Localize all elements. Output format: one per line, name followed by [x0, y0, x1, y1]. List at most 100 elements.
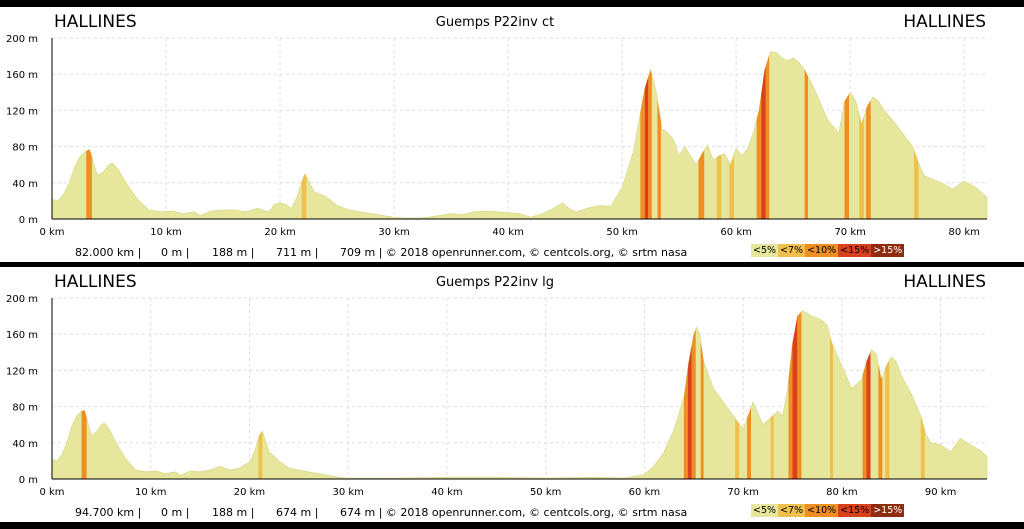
gradient-segment-lt10 — [765, 55, 770, 220]
x-tick-label: 10 km — [135, 487, 166, 498]
gradient-segment-lt10 — [81, 410, 87, 479]
gradient-segment-lt10 — [683, 368, 688, 479]
gradient-segment-lt10 — [756, 94, 762, 219]
x-tick-label: 80 km — [826, 487, 857, 498]
x-tick-label: 50 km — [606, 227, 637, 238]
elevation-panel-ct: HALLINES Guemps P22inv ct HALLINES 0 m 40… — [0, 7, 1024, 262]
gradient-segment-lt15 — [687, 345, 692, 479]
gradient-segment-lt7 — [920, 415, 925, 479]
end-location-label: HALLINES — [903, 272, 986, 292]
gradient-segment-lt10 — [700, 341, 704, 479]
legend-lt15: <15% — [838, 504, 872, 517]
gradient-segment-lt10 — [878, 364, 883, 479]
start-location-label: HALLINES — [54, 12, 137, 32]
gradient-segment-lt10 — [788, 343, 793, 479]
gradient-segment-lt10 — [648, 69, 652, 219]
x-tick-label: 40 km — [431, 487, 462, 498]
x-tick-label: 70 km — [727, 487, 758, 498]
gradient-segment-lt10 — [866, 100, 871, 219]
legend-gt15: >15% — [871, 504, 905, 517]
stat-max-altitude: 188 m | — [212, 246, 255, 259]
y-tick-label: 80 m — [12, 143, 38, 154]
gradient-legend: <5% <7% <10% <15% >15% — [751, 244, 905, 257]
start-location-label: HALLINES — [54, 272, 137, 292]
gradient-segment-lt7 — [716, 154, 722, 219]
y-tick-label: 40 m — [12, 179, 38, 190]
stat-min-altitude: 0 m | — [161, 246, 190, 259]
elevation-area — [51, 51, 988, 220]
legend-lt5: <5% — [751, 504, 779, 517]
stat-min-altitude: 0 m | — [161, 506, 190, 519]
legend-lt7: <7% — [778, 504, 806, 517]
stat-max-altitude: 188 m | — [212, 506, 255, 519]
gradient-segment-lt10 — [640, 87, 645, 219]
y-tick-label: 160 m — [6, 330, 38, 341]
legend-gt15: >15% — [871, 244, 905, 257]
chart-title: Guemps P22inv ct — [435, 15, 555, 30]
elevation-plot: 0 m 40 m 80 m 120 m 160 m 200 m 0 km 10 km 20 km… — [6, 294, 988, 498]
gradient-segment-lt7 — [729, 154, 734, 219]
gradient-segment-lt10 — [844, 94, 849, 219]
stat-elevation-gain: 674 m | — [276, 506, 319, 519]
x-tick-label: 90 km — [925, 487, 956, 498]
y-tick-label: 0 m — [19, 215, 38, 226]
stat-distance: 94.700 km | — [75, 506, 142, 519]
gradient-segment-lt7 — [735, 418, 740, 479]
x-tick-label: 80 km — [948, 227, 979, 238]
gradient-segment-lt7 — [885, 360, 890, 479]
gradient-segment-lt10 — [797, 311, 802, 479]
x-tick-label: 50 km — [530, 487, 561, 498]
chart-title: Guemps P22inv lg — [435, 275, 555, 290]
x-tick-label: 20 km — [264, 227, 295, 238]
gradient-segment-lt15 — [644, 76, 649, 220]
x-tick-label: 30 km — [378, 227, 409, 238]
x-tick-label: 0 km — [39, 487, 64, 498]
gradient-segment-lt15 — [761, 66, 766, 219]
gradient-segment-lt10 — [657, 99, 661, 219]
gradient-segment-lt7 — [914, 149, 919, 219]
legend-lt5: <5% — [751, 244, 779, 257]
x-tick-label: 20 km — [234, 487, 265, 498]
gradient-segment-lt15 — [866, 351, 871, 479]
y-tick-label: 160 m — [6, 70, 38, 81]
legend-lt7: <7% — [778, 244, 806, 257]
y-tick-label: 120 m — [6, 106, 38, 117]
gradient-segment-lt10 — [691, 329, 696, 479]
gradient-segment-lt7 — [258, 431, 263, 479]
gradient-segment-lt10 — [747, 407, 751, 479]
y-tick-label: 120 m — [6, 366, 38, 377]
stat-distance: 82.000 km | — [75, 246, 142, 259]
gradient-segment-lt10 — [862, 361, 867, 479]
end-location-label: HALLINES — [903, 12, 986, 32]
y-tick-label: 200 m — [6, 34, 38, 45]
elevation-area — [51, 310, 988, 480]
stat-elevation-loss-credits: 709 m | © 2018 openrunner.com, © centcol… — [340, 246, 688, 259]
legend-lt15: <15% — [838, 244, 872, 257]
x-tick-label: 60 km — [629, 487, 660, 498]
x-tick-label: 40 km — [492, 227, 523, 238]
gradient-segment-lt7 — [770, 414, 774, 479]
legend-lt10: <10% — [805, 244, 839, 257]
x-tick-label: 70 km — [834, 227, 865, 238]
gradient-segment-lt10 — [698, 150, 705, 219]
stat-elevation-gain: 711 m | — [276, 246, 319, 259]
gradient-legend: <5% <7% <10% <15% >15% — [751, 504, 905, 517]
gradient-segment-lt7 — [859, 114, 864, 219]
y-tick-label: 200 m — [6, 294, 38, 305]
x-tick-label: 0 km — [39, 227, 64, 238]
gradient-segment-lt10 — [804, 69, 808, 219]
gradient-segment-lt7 — [830, 336, 833, 479]
gradient-segment-lt15 — [792, 316, 798, 479]
x-tick-label: 10 km — [150, 227, 181, 238]
y-tick-label: 80 m — [12, 403, 38, 414]
gradient-segment-lt7 — [301, 174, 307, 219]
gradient-segment-lt10 — [86, 149, 92, 219]
x-tick-label: 60 km — [720, 227, 751, 238]
elevation-plot: 0 m 40 m 80 m 120 m 160 m 200 m 0 km 10 km 20 km… — [6, 34, 988, 238]
legend-lt10: <10% — [805, 504, 839, 517]
x-tick-label: 30 km — [332, 487, 363, 498]
y-tick-label: 0 m — [19, 475, 38, 486]
stat-elevation-loss-credits: 674 m | © 2018 openrunner.com, © centcol… — [340, 506, 688, 519]
y-tick-label: 40 m — [12, 439, 38, 450]
elevation-panel-lg: HALLINES Guemps P22inv lg HALLINES 0 m 40… — [0, 267, 1024, 522]
